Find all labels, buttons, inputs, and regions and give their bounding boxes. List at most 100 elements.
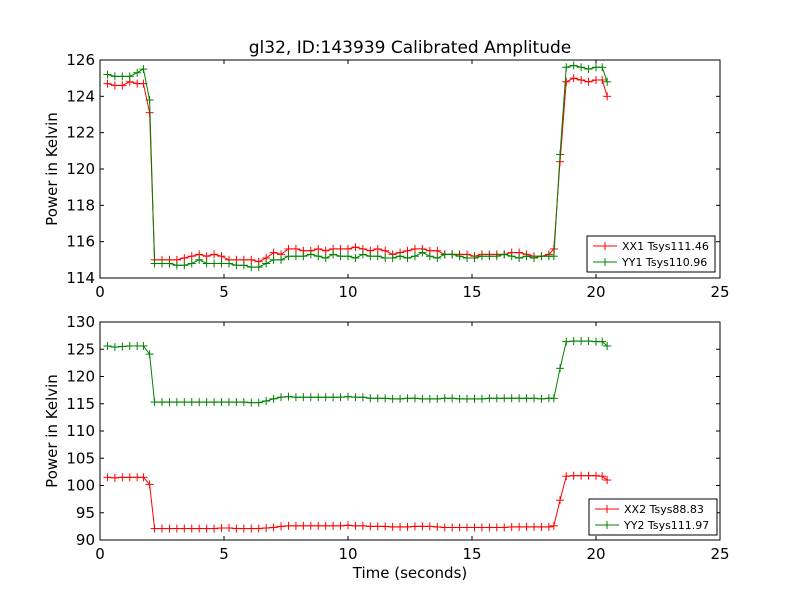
legend-item: XX1 Tsys111.46 xyxy=(593,240,709,253)
data-point xyxy=(537,522,546,531)
data-point xyxy=(584,77,593,86)
data-point xyxy=(118,342,127,351)
data-point xyxy=(180,254,189,263)
data-point xyxy=(284,392,293,401)
data-point xyxy=(470,394,479,403)
data-point xyxy=(103,79,112,88)
x-tick-label: 25 xyxy=(710,545,729,563)
y-tick-label: 124 xyxy=(66,87,95,105)
data-point xyxy=(291,393,300,402)
data-point xyxy=(455,394,464,403)
data-point xyxy=(396,252,405,261)
data-point xyxy=(314,521,323,530)
data-point xyxy=(577,75,586,84)
data-point xyxy=(291,244,300,253)
data-point xyxy=(440,250,449,259)
data-point xyxy=(477,394,486,403)
data-point xyxy=(500,523,509,532)
data-point xyxy=(145,480,154,489)
data-point xyxy=(492,394,501,403)
data-point xyxy=(485,523,494,532)
data-point xyxy=(358,250,367,259)
data-point xyxy=(210,250,219,259)
data-point xyxy=(165,398,174,407)
data-point xyxy=(485,394,494,403)
series-line xyxy=(107,64,608,268)
x-tick-label: 20 xyxy=(586,545,605,563)
data-point xyxy=(556,496,565,505)
series-line xyxy=(107,77,608,263)
data-point xyxy=(202,252,211,261)
y-tick-label: 130 xyxy=(66,313,95,331)
data-point xyxy=(455,523,464,532)
data-point xyxy=(584,337,593,346)
data-point xyxy=(254,524,263,533)
data-point xyxy=(187,259,196,268)
data-point xyxy=(598,337,607,346)
data-point xyxy=(507,252,516,261)
data-point xyxy=(418,248,427,257)
data-point xyxy=(373,244,382,253)
y-tick-label: 118 xyxy=(66,196,95,214)
x-tick-label: 15 xyxy=(462,545,481,563)
data-point xyxy=(299,252,308,261)
data-point xyxy=(139,473,148,482)
data-point xyxy=(344,252,352,261)
legend-label: XX1 Tsys111.46 xyxy=(622,240,709,253)
data-point xyxy=(321,393,330,402)
data-point xyxy=(418,522,427,531)
data-point xyxy=(396,394,405,403)
series-1 xyxy=(103,471,612,533)
data-point xyxy=(455,252,464,261)
data-point xyxy=(217,259,226,268)
data-point xyxy=(562,63,571,72)
data-point xyxy=(180,398,189,407)
data-point xyxy=(195,398,204,407)
data-point xyxy=(351,393,360,402)
x-tick-label: 0 xyxy=(95,283,105,301)
data-point xyxy=(210,398,219,407)
data-point xyxy=(145,95,154,104)
data-point xyxy=(247,398,256,407)
data-point xyxy=(139,65,148,74)
y-tick-label: 100 xyxy=(66,477,95,495)
data-point xyxy=(172,398,181,407)
data-point xyxy=(418,394,427,403)
data-point xyxy=(530,522,538,531)
data-point xyxy=(470,523,479,532)
data-point xyxy=(544,522,553,531)
data-point xyxy=(139,341,148,350)
data-point xyxy=(569,337,578,346)
data-point xyxy=(239,524,248,533)
data-point xyxy=(158,259,166,268)
data-point xyxy=(247,255,256,264)
legend-item: YY2 Tsys111.97 xyxy=(595,519,709,532)
data-point xyxy=(329,521,338,530)
data-point xyxy=(592,471,600,480)
data-point xyxy=(254,263,263,272)
x-tick-label: 15 xyxy=(462,283,481,301)
data-point xyxy=(577,337,586,346)
data-point xyxy=(448,250,457,259)
data-point xyxy=(403,522,412,531)
data-point xyxy=(358,521,367,530)
data-point xyxy=(110,81,119,90)
data-point xyxy=(210,524,219,533)
data-point xyxy=(232,261,241,270)
data-point xyxy=(247,263,256,272)
data-point xyxy=(577,471,586,480)
data-point xyxy=(224,259,233,268)
data-point xyxy=(603,92,612,101)
data-point xyxy=(336,252,345,261)
data-point xyxy=(187,524,196,533)
data-point xyxy=(381,254,390,263)
data-point xyxy=(125,341,134,350)
data-point xyxy=(410,522,419,531)
data-point xyxy=(158,524,166,533)
data-point xyxy=(262,259,271,268)
data-point xyxy=(366,252,375,261)
data-point xyxy=(530,394,538,403)
data-point xyxy=(232,524,241,533)
data-point xyxy=(291,521,300,530)
data-point xyxy=(118,473,127,482)
